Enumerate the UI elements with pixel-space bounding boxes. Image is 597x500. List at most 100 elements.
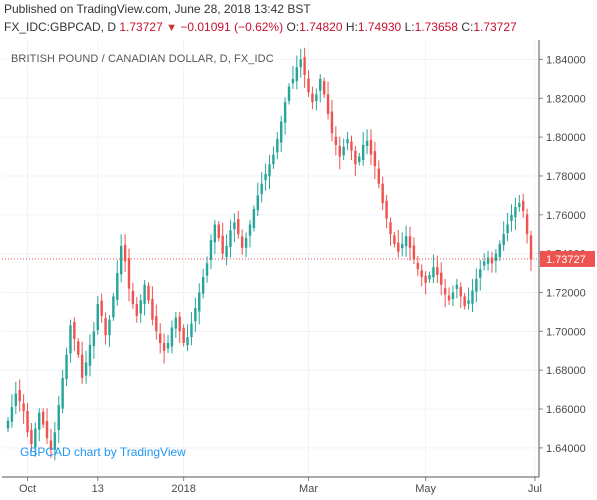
candle-body [365,140,369,147]
candle-body [279,121,283,143]
candle-body [100,300,103,316]
candle-body [521,200,525,211]
candle-body [151,299,154,320]
candle-body [26,410,29,433]
candle-body [53,432,57,450]
watermark[interactable]: GBPCAD chart by TradingView [20,445,186,459]
candle-body [369,139,373,155]
y-tick-label: 1.70000 [546,326,586,338]
candle-body [428,275,431,280]
high-label: H: [345,20,358,34]
candle-body [190,323,193,338]
candle-body [381,183,384,204]
candle-body [482,261,486,266]
candle-body [455,284,459,289]
candle-body [77,341,80,355]
candle-body [400,243,404,249]
candle-body [506,224,509,234]
candle-body [221,235,224,254]
candle-body [65,354,68,380]
candle-body [404,236,408,247]
candle-body [303,57,306,75]
candle-body [225,245,228,258]
candle-body [209,240,213,260]
candle-body [322,81,326,95]
candle-body [229,230,232,248]
candle-body [10,407,14,422]
candle-body [440,272,443,285]
candle-body [334,136,338,145]
candle-body [397,242,400,252]
candle-body [147,285,150,301]
candle-body [217,224,220,239]
candle-body [174,317,178,329]
candle-body [166,342,170,349]
candle-body [213,224,217,243]
y-tick-label: 1.72000 [546,287,586,299]
candle-body [510,214,513,222]
x-tick-label: Jul [528,483,542,495]
candle-body [529,235,533,260]
candle-body [291,78,295,84]
candle-body [18,389,21,402]
candle-body [443,288,447,295]
candle-body [490,257,494,264]
candle-body [354,150,357,165]
published-note: Published on TradingView.com, June 28, 2… [4,2,311,16]
candle-body [135,304,139,316]
candle-body [41,411,45,425]
candle-body [295,67,299,82]
candle-body [159,333,162,343]
candle-body [116,273,119,300]
candle-body [22,403,25,411]
candle-body [201,276,205,294]
candle-body [30,429,33,444]
candle-body [471,290,474,304]
chart-title: BRITISH POUND / CANADIAN DOLLAR, D, FX_I… [11,53,274,65]
open-value: 1.74820 [299,20,343,34]
candle-body [186,337,189,346]
x-tick-label: Oct [19,483,36,495]
candle-body [61,377,64,409]
candle-body [92,331,96,347]
candle-body [287,86,291,101]
candle-body [194,308,197,322]
candle-body [88,344,92,366]
candle-body [14,393,18,406]
candle-body [319,78,322,91]
symbol-label: FX_IDC:GBPCAD, D [4,20,117,34]
y-tick-label: 1.82000 [546,93,586,105]
x-tick-label: May [415,483,436,495]
candle-body [244,238,248,248]
candle-body [498,243,501,258]
price-chart[interactable]: 1.640001.660001.680001.700001.720001.740… [2,40,596,498]
candle-body [416,262,420,270]
candle-body [412,245,416,260]
quote-line: FX_IDC:GBPCAD, D 1.73727 ▼ −0.01091 (−0.… [4,20,517,34]
candle-body [139,300,142,314]
candle-body [342,146,345,156]
candle-body [73,322,76,340]
open-label: O: [286,20,300,34]
candle-body [127,257,131,289]
candle-body [34,428,37,448]
candle-body [38,412,41,430]
y-tick-label: 1.84000 [546,54,586,66]
candle-body [256,195,260,211]
candle-body [338,146,341,157]
candle-body [486,257,490,264]
candle-body [311,93,314,103]
candle-body [459,287,462,297]
candle-body [475,278,478,292]
chart-area[interactable]: 1.640001.660001.680001.700001.720001.740… [2,40,596,498]
candle-body [420,270,423,277]
candle-body [299,59,302,68]
candle-body [424,275,427,283]
candle-body [119,245,123,275]
candle-body [447,295,451,301]
candle-body [358,156,361,162]
candle-body [123,244,127,262]
candle-body [237,219,240,235]
candle-body [6,420,10,429]
y-tick-label: 1.66000 [546,404,586,416]
